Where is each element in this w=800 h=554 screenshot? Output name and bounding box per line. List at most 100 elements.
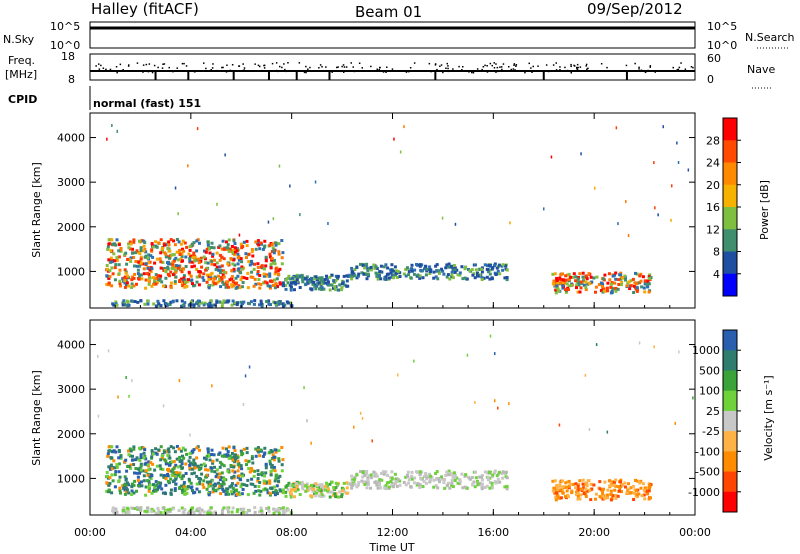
data-pixel xyxy=(298,274,302,278)
data-pixel xyxy=(559,480,563,484)
data-pixel xyxy=(215,265,219,269)
data-pixel xyxy=(172,239,176,243)
data-pixel xyxy=(159,473,163,477)
data-pixel xyxy=(124,478,128,482)
data-pixel xyxy=(213,465,216,469)
data-pixel xyxy=(146,266,150,270)
data-pixel xyxy=(213,277,217,281)
data-pixel xyxy=(369,476,373,480)
data-pixel xyxy=(273,493,277,497)
data-pixel xyxy=(471,483,475,487)
data-pixel xyxy=(612,483,616,487)
data-pixel xyxy=(107,242,111,246)
data-pixel xyxy=(289,484,293,488)
data-pixel xyxy=(239,257,243,261)
data-pixel xyxy=(252,267,256,271)
data-pixel xyxy=(156,486,160,490)
nave-point xyxy=(476,68,479,70)
data-pixel xyxy=(284,485,288,489)
data-pixel xyxy=(351,482,355,486)
data-pixel xyxy=(208,480,212,484)
nave-point xyxy=(577,66,579,69)
data-pixel xyxy=(213,470,217,474)
data-pixel xyxy=(263,487,267,491)
data-pixel xyxy=(240,472,244,476)
data-pixel xyxy=(213,263,217,267)
data-speckle xyxy=(692,396,694,400)
data-pixel xyxy=(334,279,338,283)
data-pixel xyxy=(112,449,116,453)
data-pixel xyxy=(290,285,293,289)
data-pixel xyxy=(613,488,617,492)
data-pixel xyxy=(142,474,146,478)
data-pixel xyxy=(233,246,237,250)
data-pixel xyxy=(196,464,200,468)
data-pixel xyxy=(144,250,148,254)
data-pixel xyxy=(149,461,153,465)
data-pixel xyxy=(251,482,255,486)
data-pixel xyxy=(603,273,607,277)
nave-point xyxy=(343,66,346,68)
data-speckle xyxy=(97,354,99,358)
data-pixel xyxy=(178,455,182,459)
data-pixel xyxy=(561,284,565,288)
data-pixel xyxy=(407,481,411,485)
data-pixel xyxy=(381,470,385,474)
data-pixel xyxy=(278,267,282,271)
nave-point xyxy=(513,64,515,66)
data-pixel xyxy=(115,463,119,467)
nave-point xyxy=(495,63,497,65)
nave-point xyxy=(361,67,363,69)
data-pixel xyxy=(639,486,643,490)
data-pixel xyxy=(272,258,276,262)
data-pixel xyxy=(124,458,128,462)
nave-point xyxy=(489,62,492,65)
data-pixel xyxy=(632,291,636,294)
data-pixel xyxy=(107,283,111,287)
data-pixel xyxy=(167,462,170,466)
data-pixel xyxy=(263,239,267,243)
data-pixel xyxy=(206,302,210,306)
data-pixel xyxy=(384,470,388,474)
nave-point xyxy=(211,67,214,69)
data-pixel xyxy=(148,268,152,272)
colorbar-swatch xyxy=(723,471,737,493)
data-pixel xyxy=(318,276,322,280)
data-pixel xyxy=(336,275,340,279)
data-pixel xyxy=(163,267,167,271)
data-pixel xyxy=(270,280,274,284)
data-pixel xyxy=(350,486,354,490)
data-pixel xyxy=(268,274,272,278)
data-pixel xyxy=(123,486,127,490)
data-pixel xyxy=(436,486,440,490)
data-pixel xyxy=(232,465,236,469)
data-pixel xyxy=(584,288,588,292)
data-pixel xyxy=(295,485,299,489)
data-pixel xyxy=(235,456,239,460)
data-pixel xyxy=(181,259,184,263)
data-pixel xyxy=(645,486,649,490)
data-pixel xyxy=(566,495,570,499)
data-pixel xyxy=(460,472,464,476)
data-pixel xyxy=(395,276,399,279)
colorbar-swatch xyxy=(723,390,737,412)
data-pixel xyxy=(602,277,605,281)
data-speckle xyxy=(189,433,191,437)
data-speckle xyxy=(125,376,127,379)
data-pixel xyxy=(584,274,588,278)
data-pixel xyxy=(202,303,206,307)
colorbar-tick-label: 1000 xyxy=(692,344,720,357)
data-pixel xyxy=(234,276,238,280)
data-pixel xyxy=(181,267,185,271)
data-pixel xyxy=(111,506,115,510)
freq-tick-low: 8 xyxy=(68,73,75,86)
data-pixel xyxy=(211,461,215,465)
nave-point xyxy=(649,66,651,68)
data-pixel xyxy=(619,484,623,488)
data-pixel xyxy=(149,477,153,481)
data-pixel xyxy=(493,469,497,473)
data-pixel xyxy=(258,481,262,484)
data-pixel xyxy=(169,507,173,511)
data-pixel xyxy=(634,282,638,286)
